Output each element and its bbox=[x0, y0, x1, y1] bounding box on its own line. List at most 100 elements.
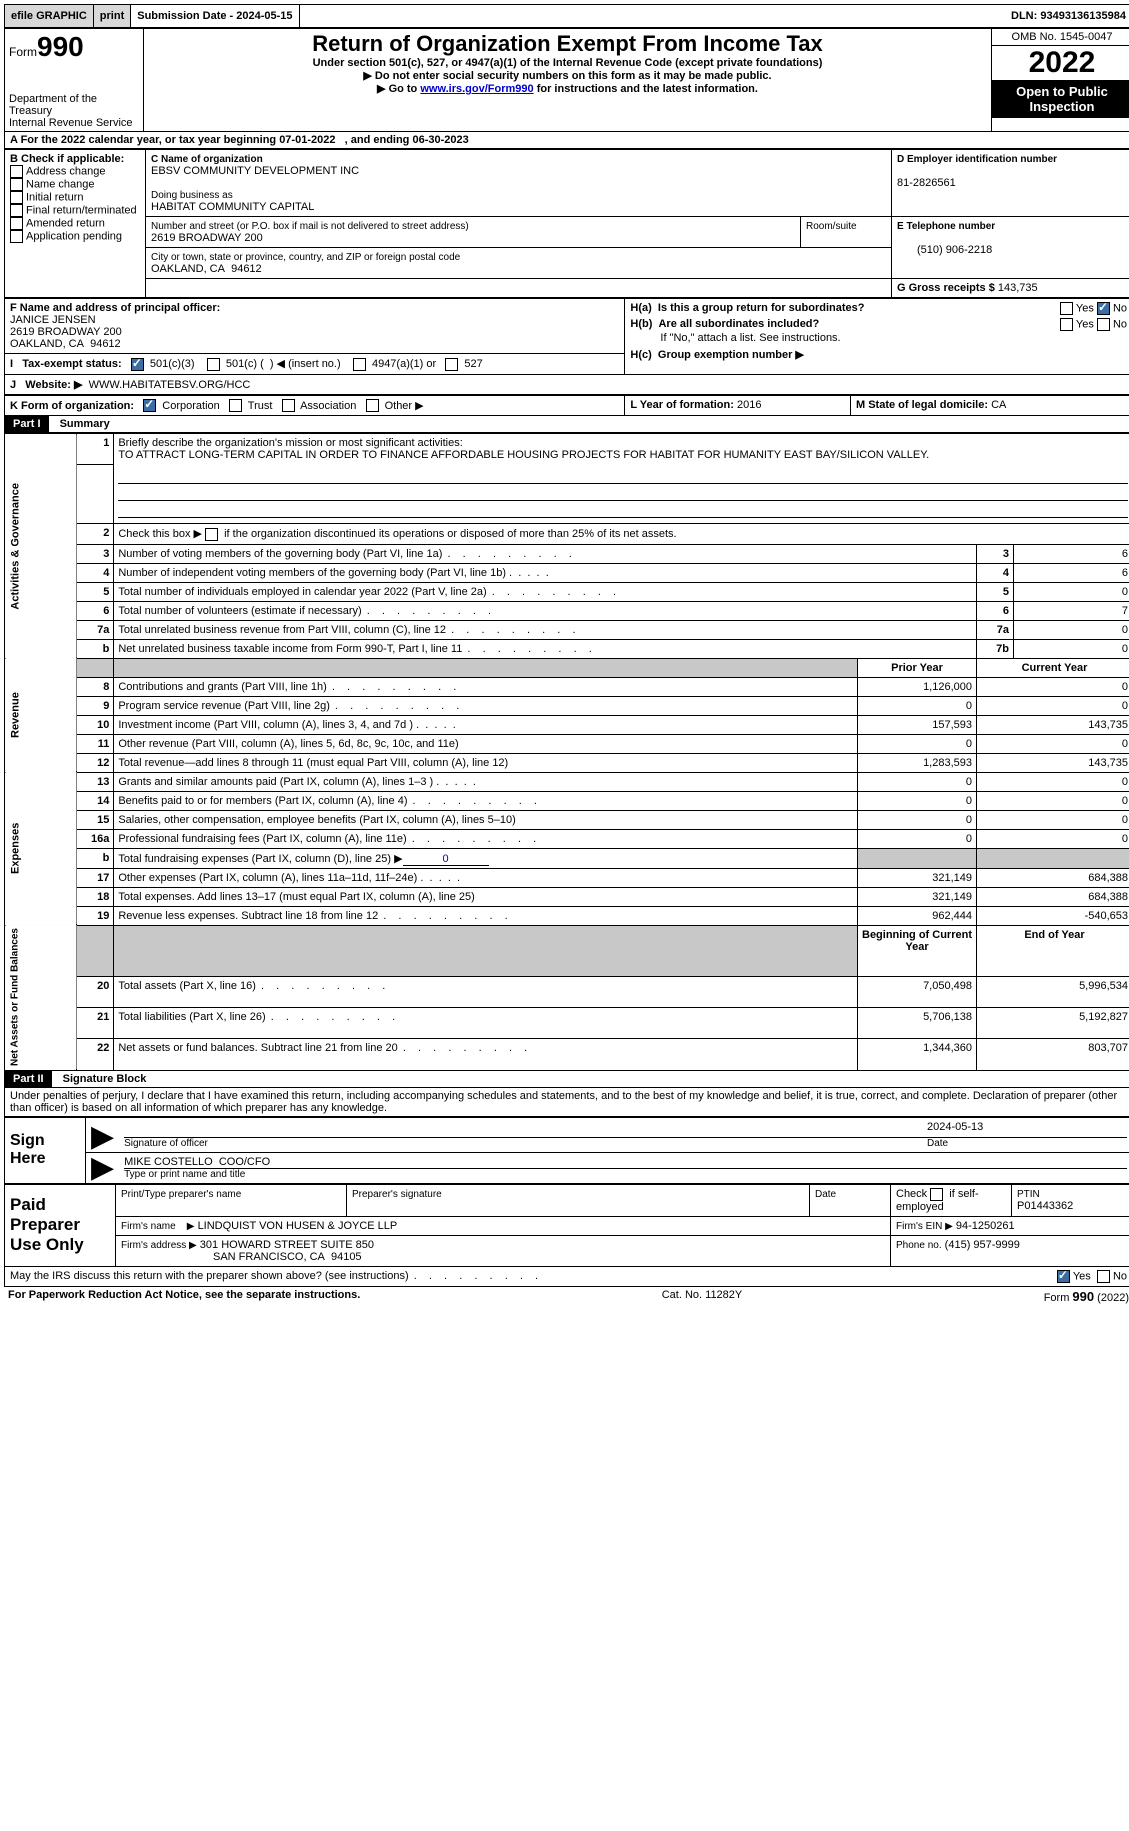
prep-sig-label: Preparer's signature bbox=[352, 1189, 442, 1200]
f-label: F Name and address of principal officer: bbox=[10, 302, 220, 314]
submission-date: Submission Date - 2024-05-15 bbox=[131, 5, 299, 27]
firm-ein: 94-1250261 bbox=[956, 1220, 1015, 1232]
b-label: B Check if applicable: bbox=[10, 153, 124, 165]
ptin-val: P01443362 bbox=[1017, 1200, 1073, 1212]
firm-name-label: Firm's name ▶ bbox=[121, 1221, 195, 1232]
discuss-yes[interactable] bbox=[1057, 1270, 1070, 1283]
checkbox-address-change[interactable] bbox=[10, 165, 23, 178]
omb-no: OMB No. 1545-0047 bbox=[992, 29, 1129, 46]
dln: DLN: 93493136135984 bbox=[1005, 5, 1129, 27]
declaration: Under penalties of perjury, I declare th… bbox=[4, 1088, 1129, 1117]
line-j: J Website: ▶ WWW.HABITATEBSV.ORG/HCC bbox=[4, 375, 1129, 395]
gross-receipts: 143,735 bbox=[998, 282, 1038, 294]
l2-checkbox[interactable] bbox=[205, 528, 218, 541]
irs-link[interactable]: www.irs.gov/Form990 bbox=[420, 83, 533, 95]
prep-name-label: Print/Type preparer's name bbox=[121, 1189, 241, 1200]
l6-val: 7 bbox=[1014, 601, 1129, 620]
city: OAKLAND, CA 94612 bbox=[151, 263, 262, 275]
topbar: efile GRAPHIC print Submission Date - 20… bbox=[4, 4, 1129, 28]
i-4947[interactable] bbox=[353, 358, 366, 371]
e-label: E Telephone number bbox=[897, 221, 995, 232]
discuss-text: May the IRS discuss this return with the… bbox=[10, 1270, 540, 1283]
k-trust[interactable] bbox=[229, 399, 242, 412]
part1-badge: Part I bbox=[5, 416, 49, 432]
hb-no[interactable] bbox=[1097, 318, 1110, 331]
col-eoy: End of Year bbox=[977, 925, 1129, 976]
klm-row: K Form of organization: Corporation Trus… bbox=[4, 395, 1129, 417]
i-501c3[interactable] bbox=[131, 358, 144, 371]
hc-label: H(c) Group exemption number ▶ bbox=[630, 348, 1127, 361]
sig-officer-label: Signature of officer bbox=[124, 1138, 927, 1149]
i-501c[interactable] bbox=[207, 358, 220, 371]
col-current-year: Current Year bbox=[977, 658, 1129, 677]
discuss-row: May the IRS discuss this return with the… bbox=[4, 1267, 1129, 1287]
form-ref: Form 990 (2022) bbox=[1044, 1289, 1129, 1304]
ha-yes[interactable] bbox=[1060, 302, 1073, 315]
ptin-label: PTIN bbox=[1017, 1189, 1040, 1200]
officer-addr1: 2619 BROADWAY 200 bbox=[10, 326, 122, 338]
k-other[interactable] bbox=[366, 399, 379, 412]
subtitle-1: Under section 501(c), 527, or 4947(a)(1)… bbox=[148, 57, 987, 69]
dba-label: Doing business as bbox=[151, 190, 233, 201]
form-header: Form990 Department of the Treasury Inter… bbox=[4, 28, 1129, 132]
l5-val: 0 bbox=[1014, 582, 1129, 601]
officer-addr2: OAKLAND, CA 94612 bbox=[10, 338, 121, 350]
checkbox-name-change[interactable] bbox=[10, 178, 23, 191]
subtitle-2: Do not enter social security numbers on … bbox=[148, 69, 987, 82]
d-label: D Employer identification number bbox=[897, 154, 1057, 165]
city-label: City or town, state or province, country… bbox=[151, 252, 460, 263]
part2-badge: Part II bbox=[5, 1071, 52, 1087]
date-label: Date bbox=[927, 1138, 1127, 1149]
dba-name: HABITAT COMMUNITY CAPITAL bbox=[151, 201, 314, 213]
form-number: 990 bbox=[37, 31, 84, 62]
firm-phone: (415) 957-9999 bbox=[945, 1239, 1020, 1251]
firm-addr2: SAN FRANCISCO, CA 94105 bbox=[213, 1251, 362, 1263]
org-name: EBSV COMMUNITY DEVELOPMENT INC bbox=[151, 165, 359, 177]
checkbox-final-return[interactable] bbox=[10, 204, 23, 217]
l7a-val: 0 bbox=[1014, 620, 1129, 639]
checkbox-amended[interactable] bbox=[10, 217, 23, 230]
state-domicile: CA bbox=[991, 399, 1006, 411]
paid-preparer-block: Paid Preparer Use Only Print/Type prepar… bbox=[4, 1184, 1129, 1267]
l5-text: Total number of individuals employed in … bbox=[114, 582, 977, 601]
pra-notice: For Paperwork Reduction Act Notice, see … bbox=[8, 1289, 360, 1304]
irs-label: Internal Revenue Service bbox=[9, 117, 139, 129]
sign-here-block: Sign Here ▶ 2024-05-13 Signature of offi… bbox=[4, 1117, 1129, 1184]
mission-text: TO ATTRACT LONG-TERM CAPITAL IN ORDER TO… bbox=[118, 449, 929, 461]
year-formation: 2016 bbox=[737, 399, 761, 411]
side-revenue: Revenue bbox=[5, 658, 77, 772]
footer: For Paperwork Reduction Act Notice, see … bbox=[4, 1287, 1129, 1306]
goto-pre: Go to bbox=[389, 83, 421, 95]
hb-label: H(b) Are all subordinates included? bbox=[630, 318, 819, 330]
l1-label: Briefly describe the organization's miss… bbox=[118, 437, 462, 449]
l7b-text: Net unrelated business taxable income fr… bbox=[114, 639, 977, 658]
efile-label: efile GRAPHIC bbox=[5, 5, 94, 27]
discuss-no[interactable] bbox=[1097, 1270, 1110, 1283]
officer-name: JANICE JENSEN bbox=[10, 314, 96, 326]
side-activities: Activities & Governance bbox=[5, 434, 77, 659]
check-self-label: Check if self-employed bbox=[896, 1188, 979, 1213]
open-inspection: Open to Public Inspection bbox=[992, 80, 1129, 118]
self-employed-checkbox[interactable] bbox=[930, 1188, 943, 1201]
checkbox-app-pending[interactable] bbox=[10, 230, 23, 243]
firm-addr1: 301 HOWARD STREET SUITE 850 bbox=[200, 1239, 374, 1251]
goto-post: for instructions and the latest informat… bbox=[534, 83, 758, 95]
print-button[interactable]: print bbox=[94, 5, 131, 27]
l7b-val: 0 bbox=[1014, 639, 1129, 658]
sig-arrow-icon: ▶ bbox=[91, 1120, 114, 1153]
form-title: Return of Organization Exempt From Incom… bbox=[148, 31, 987, 57]
hb-yes[interactable] bbox=[1060, 318, 1073, 331]
l4-val: 6 bbox=[1014, 563, 1129, 582]
col-boy: Beginning of Current Year bbox=[858, 925, 977, 976]
l7a-text: Total unrelated business revenue from Pa… bbox=[114, 620, 977, 639]
j-label: J Website: ▶ bbox=[10, 379, 82, 391]
ha-no[interactable] bbox=[1097, 302, 1110, 315]
k-corp[interactable] bbox=[143, 399, 156, 412]
form-word: Form bbox=[9, 45, 37, 59]
checkbox-initial-return[interactable] bbox=[10, 191, 23, 204]
website: WWW.HABITATEBSV.ORG/HCC bbox=[89, 379, 251, 391]
part2-title: Signature Block bbox=[55, 1073, 147, 1085]
sig-date-val: 2024-05-13 bbox=[927, 1121, 1127, 1138]
k-assoc[interactable] bbox=[282, 399, 295, 412]
i-527[interactable] bbox=[445, 358, 458, 371]
